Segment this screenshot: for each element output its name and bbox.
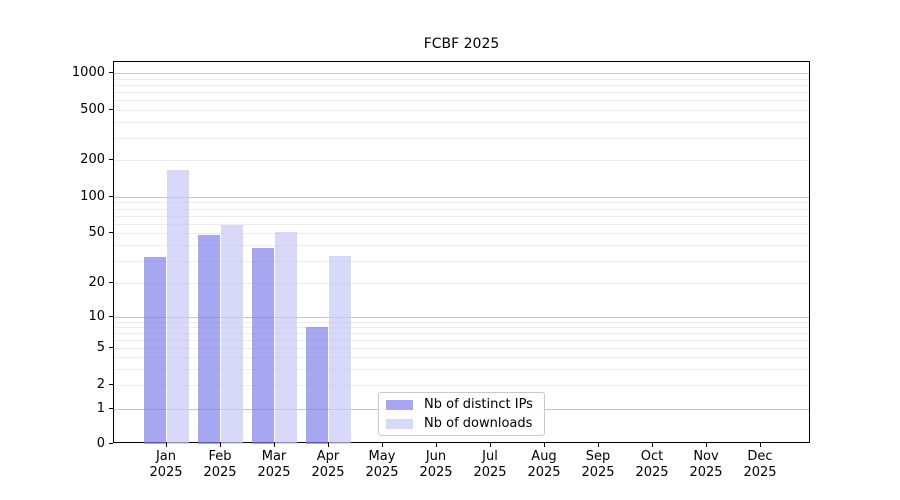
bar-distinct-ips	[198, 235, 220, 444]
legend-swatch-downloads	[386, 418, 413, 429]
x-axis-tick	[382, 443, 383, 447]
minor-gridline	[114, 79, 809, 80]
x-axis-tick	[166, 443, 167, 447]
y-tick-label: 1000	[71, 65, 105, 80]
chart-title: FCBF 2025	[423, 36, 500, 52]
minor-gridline	[114, 333, 809, 334]
y-axis-tick	[109, 232, 113, 233]
major-gridline	[114, 197, 809, 198]
bar-distinct-ips	[252, 248, 274, 444]
y-tick-label: 20	[88, 275, 105, 290]
minor-gridline	[114, 327, 809, 328]
y-axis-tick	[109, 159, 113, 160]
x-tick-label: Jan 2025	[149, 449, 183, 480]
y-axis-tick	[109, 196, 113, 197]
y-tick-label: 50	[88, 225, 105, 240]
legend-label-distinct-ips: Nb of distinct IPs	[424, 397, 533, 412]
y-axis-tick	[109, 347, 113, 348]
x-axis-tick	[760, 443, 761, 447]
minor-gridline	[114, 245, 809, 246]
bar-downloads	[275, 232, 297, 444]
minor-gridline	[114, 261, 809, 262]
x-tick-label: May 2025	[365, 449, 399, 480]
legend: Nb of distinct IPs Nb of downloads	[378, 392, 545, 436]
bar-downloads	[167, 170, 189, 444]
minor-gridline	[114, 122, 809, 123]
minor-gridline	[114, 138, 809, 139]
legend-item-downloads: Nb of downloads	[386, 416, 537, 431]
minor-gridline	[114, 233, 809, 234]
x-tick-label: Apr 2025	[311, 449, 345, 480]
y-axis-tick	[109, 72, 113, 73]
y-tick-label: 5	[96, 340, 105, 355]
x-axis-tick	[598, 443, 599, 447]
y-axis-tick	[109, 109, 113, 110]
minor-gridline	[114, 369, 809, 370]
x-tick-label: Oct 2025	[635, 449, 669, 480]
minor-gridline	[114, 224, 809, 225]
minor-gridline	[114, 216, 809, 217]
minor-gridline	[114, 283, 809, 284]
minor-gridline	[114, 100, 809, 101]
x-axis-tick	[220, 443, 221, 447]
plot-area	[113, 61, 810, 444]
x-axis-tick	[436, 443, 437, 447]
x-tick-label: Sep 2025	[581, 449, 615, 480]
y-axis-tick	[109, 443, 113, 444]
bar-distinct-ips	[306, 327, 328, 444]
minor-gridline	[114, 357, 809, 358]
y-tick-label: 10	[88, 309, 105, 324]
minor-gridline	[114, 340, 809, 341]
x-tick-label: Aug 2025	[527, 449, 561, 480]
x-axis-tick	[274, 443, 275, 447]
minor-gridline	[114, 209, 809, 210]
bar-downloads	[221, 225, 243, 444]
bar-downloads	[329, 256, 351, 444]
x-axis-tick	[706, 443, 707, 447]
y-tick-label: 100	[80, 189, 105, 204]
minor-gridline	[114, 92, 809, 93]
y-axis-tick	[109, 316, 113, 317]
y-tick-label: 500	[80, 102, 105, 117]
x-tick-label: Nov 2025	[689, 449, 723, 480]
major-gridline	[114, 73, 809, 74]
major-gridline	[114, 317, 809, 318]
x-axis-tick	[544, 443, 545, 447]
y-axis-tick	[109, 384, 113, 385]
x-tick-label: Dec 2025	[743, 449, 777, 480]
legend-item-distinct-ips: Nb of distinct IPs	[386, 397, 537, 412]
x-axis-tick	[490, 443, 491, 447]
minor-gridline	[114, 110, 809, 111]
x-axis-tick	[652, 443, 653, 447]
minor-gridline	[114, 385, 809, 386]
minor-gridline	[114, 202, 809, 203]
y-tick-label: 200	[80, 152, 105, 167]
minor-gridline	[114, 322, 809, 323]
x-axis-tick	[328, 443, 329, 447]
bar-distinct-ips	[144, 257, 166, 444]
x-tick-label: Feb 2025	[203, 449, 237, 480]
y-tick-label: 2	[96, 377, 105, 392]
legend-label-downloads: Nb of downloads	[424, 416, 533, 431]
legend-swatch-distinct-ips	[386, 399, 413, 410]
x-tick-label: Jun 2025	[419, 449, 453, 480]
y-axis-tick	[109, 282, 113, 283]
y-axis-tick	[109, 408, 113, 409]
y-tick-label: 1	[96, 401, 105, 416]
x-tick-label: Mar 2025	[257, 449, 291, 480]
y-tick-label: 0	[96, 436, 105, 451]
minor-gridline	[114, 160, 809, 161]
x-tick-label: Jul 2025	[473, 449, 507, 480]
minor-gridline	[114, 348, 809, 349]
minor-gridline	[114, 85, 809, 86]
